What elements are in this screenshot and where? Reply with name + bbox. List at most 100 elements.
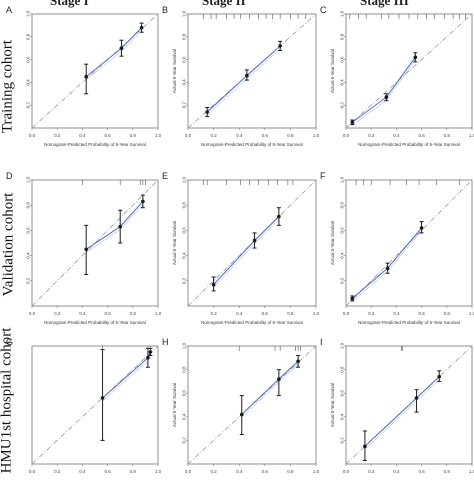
plot-frame xyxy=(345,345,473,465)
y-axis-label: Actual 5-Year Survival xyxy=(330,221,335,265)
calibration-line xyxy=(85,201,144,250)
y-axis-label: Actual 5-Year Survival xyxy=(330,49,335,93)
y-tick-label: 0.6 xyxy=(26,56,31,63)
y-tick-label: 0.6 xyxy=(26,227,31,234)
x-tick-label: 0.4 xyxy=(236,133,243,138)
calibration-panels: A 0.0 0.2 0.4 0.6 0.8 1.0 0.2 0.4 0.6 0.8 1.0 Nomogr… xyxy=(6,5,474,474)
data-point xyxy=(350,296,355,301)
x-tick-label: 0.0 xyxy=(185,133,192,138)
x-tick-label: 1.0 xyxy=(313,469,320,474)
x-tick-label: 0.6 xyxy=(262,469,269,474)
x-tick-label: 0.8 xyxy=(287,469,294,474)
panel-letter: H xyxy=(162,337,169,347)
calibration-line xyxy=(352,57,416,123)
y-tick-label: 1.0 xyxy=(340,10,345,17)
data-point xyxy=(277,214,281,219)
x-tick-label: 0.8 xyxy=(444,311,451,316)
x-tick-label: 0.4 xyxy=(79,469,86,474)
y-tick-label: 0.8 xyxy=(182,33,187,40)
data-point xyxy=(84,74,88,79)
y-tick-label: 0.4 xyxy=(340,413,345,420)
panel-letter: B xyxy=(162,5,168,15)
x-axis-label: Nomogram-Predicted Probability of 5-Year… xyxy=(44,142,146,147)
y-tick-label: 1.0 xyxy=(182,342,187,349)
y-tick-label: 0.8 xyxy=(26,202,31,209)
data-point xyxy=(419,226,424,230)
data-point xyxy=(205,110,209,114)
calibration-line-smooth xyxy=(352,230,422,302)
y-tick-label: 0.8 xyxy=(340,33,345,40)
x-tick-label: 0.2 xyxy=(210,133,217,138)
x-tick-label: 0.2 xyxy=(368,469,375,474)
data-point xyxy=(146,356,150,360)
data-point xyxy=(239,412,244,417)
x-tick-label: 1.0 xyxy=(313,311,320,316)
y-tick-label: 0.2 xyxy=(340,437,345,444)
x-tick-label: 0.2 xyxy=(210,311,217,316)
x-axis-label: Nomogram-Predicted Probability of 5-Year… xyxy=(358,320,460,325)
x-tick-label: 0.2 xyxy=(210,469,217,474)
data-point xyxy=(119,46,124,50)
y-tick-label: 0.8 xyxy=(182,366,187,373)
y-tick-label: 0.4 xyxy=(340,252,345,259)
y-tick-label: 0.2 xyxy=(182,102,187,109)
data-point xyxy=(385,266,390,271)
data-point xyxy=(437,374,442,379)
y-tick-label: 0.4 xyxy=(26,79,31,86)
x-tick-label: 1.0 xyxy=(313,133,320,138)
x-tick-label: 0.6 xyxy=(262,311,269,316)
data-point xyxy=(296,359,300,364)
calibration-line-smooth xyxy=(364,379,440,450)
panel-g: G 0.0 0.2 0.4 0.6 0.8 1.0 xyxy=(6,337,162,474)
plot-frame xyxy=(345,179,473,307)
ideal-line xyxy=(31,13,159,129)
x-tick-label: 0.6 xyxy=(418,133,425,138)
data-point xyxy=(384,95,389,100)
data-point xyxy=(211,282,216,287)
x-tick-label: 0.2 xyxy=(54,133,61,138)
calibration-line-smooth xyxy=(207,48,281,116)
x-tick-label: 0.2 xyxy=(54,469,61,474)
ideal-line xyxy=(345,13,473,129)
x-tick-label: 0.8 xyxy=(444,469,451,474)
x-tick-label: 1.0 xyxy=(155,133,162,138)
x-tick-label: 0.0 xyxy=(343,133,350,138)
y-tick-label: 0.2 xyxy=(182,277,187,284)
cohort-label-hmu: HMU1st hospital cohort xyxy=(0,327,15,474)
x-tick-label: 0.6 xyxy=(418,311,425,316)
panel-e: E 0.2 0.4 0.6 0.8 1.0 0.2 0.4 0.6 0.8 1.0 Nomogram-… xyxy=(162,171,320,325)
x-axis-label: Nomogram-Predicted Probability of 5-Year… xyxy=(358,142,460,147)
y-tick-label: 1.0 xyxy=(182,176,187,183)
y-tick-label: 0.6 xyxy=(182,56,187,63)
data-point xyxy=(245,73,249,78)
x-tick-label: 0.0 xyxy=(343,469,350,474)
y-tick-label: 1.0 xyxy=(340,342,345,349)
x-tick-label: 0.0 xyxy=(29,311,36,316)
data-point xyxy=(278,44,282,48)
y-tick-label: 0.4 xyxy=(182,79,187,86)
calibration-line xyxy=(241,360,299,415)
x-tick-label: 0.4 xyxy=(393,311,400,316)
panel-c: C 0.0 0.2 0.4 0.6 0.8 1.0 0.2 0.4 0.6 0.8 1.0 Nomogr… xyxy=(320,5,474,147)
panel-h: H 0.0 0.2 0.4 0.6 0.8 1.0 0.2 0.4 0.6 0.8 1.0 Actual… xyxy=(162,337,320,474)
calibration-line-smooth xyxy=(86,30,142,80)
x-tick-label: 0.0 xyxy=(185,469,192,474)
stage-header-1: Stage I xyxy=(50,0,89,8)
y-axis-label: Actual 5-Year Survival xyxy=(172,383,177,427)
y-tick-label: 0.4 xyxy=(340,79,345,86)
x-tick-label: 0.6 xyxy=(104,311,111,316)
panel-a: A 0.0 0.2 0.4 0.6 0.8 1.0 0.2 0.4 0.6 0.8 1.0 Nomogr… xyxy=(6,5,162,147)
data-point xyxy=(141,199,145,204)
panel-b: B 0.0 0.2 0.4 0.6 0.8 1.0 0.2 0.4 0.6 0.8 1.0 Nomogr… xyxy=(162,5,320,147)
y-tick-label: 0.8 xyxy=(26,33,31,40)
x-tick-label: 0.0 xyxy=(29,469,36,474)
y-tick-label: 0.6 xyxy=(340,56,345,63)
calibration-line xyxy=(364,376,440,447)
y-tick-label: 0.4 xyxy=(26,252,31,259)
plot-frame xyxy=(187,179,317,307)
y-tick-label: 0.8 xyxy=(340,202,345,209)
y-axis-label: Actual 5-Year Survival xyxy=(330,383,335,427)
y-tick-label: 0.6 xyxy=(340,390,345,397)
calibration-line-smooth xyxy=(213,219,280,288)
data-point xyxy=(277,377,281,381)
